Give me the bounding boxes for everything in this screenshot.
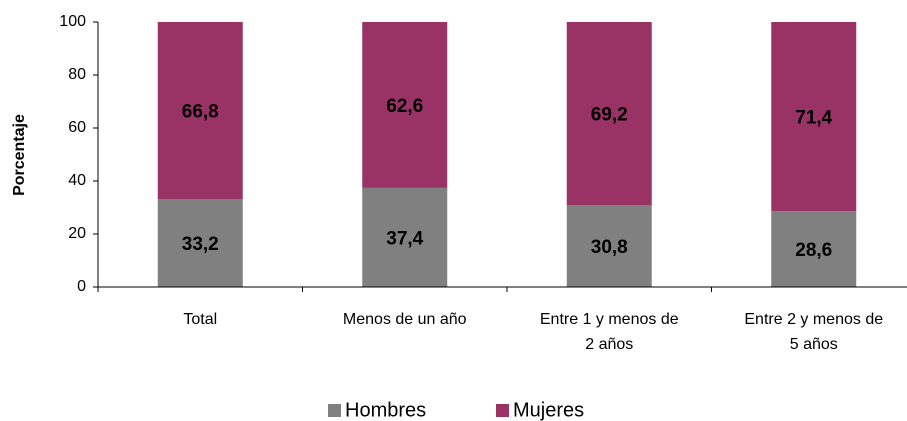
y-tick-label: 100 xyxy=(59,13,86,30)
bar-segment xyxy=(157,199,243,287)
value-label: 66,8 xyxy=(182,102,219,123)
bar-segment xyxy=(362,22,448,188)
value-label: 30,8 xyxy=(591,237,628,258)
value-label: 62,6 xyxy=(386,96,423,117)
x-tick-label: Menos de un año xyxy=(343,311,467,328)
bar-segment xyxy=(362,187,448,287)
bar-segment xyxy=(566,205,652,287)
bar-segment xyxy=(157,22,243,200)
y-tick-label: 20 xyxy=(68,225,86,242)
value-label: 28,6 xyxy=(795,240,832,261)
value-label: 33,2 xyxy=(182,234,219,255)
bar-segment xyxy=(771,22,857,212)
value-label: 69,2 xyxy=(591,105,628,126)
x-tick-label: Entre 2 y menos de 5 años xyxy=(744,311,883,353)
value-label: 37,4 xyxy=(386,228,423,249)
value-label: 71,4 xyxy=(795,108,832,129)
y-tick-label: 80 xyxy=(68,66,86,83)
bar-segment xyxy=(566,22,652,206)
legend-swatch xyxy=(328,404,341,417)
legend-label: Hombres xyxy=(345,399,426,421)
y-axis-label: Porcentaje xyxy=(11,114,28,196)
y-tick-label: 40 xyxy=(68,172,86,189)
x-tick-label: Total xyxy=(183,311,217,328)
x-tick-label: Entre 1 y menos de 2 años xyxy=(540,311,679,353)
legend-label: Mujeres xyxy=(513,399,584,421)
legend-swatch xyxy=(496,404,509,417)
y-tick-label: 0 xyxy=(77,278,86,295)
bar-segment xyxy=(771,211,857,287)
y-tick-label: 60 xyxy=(68,119,86,136)
